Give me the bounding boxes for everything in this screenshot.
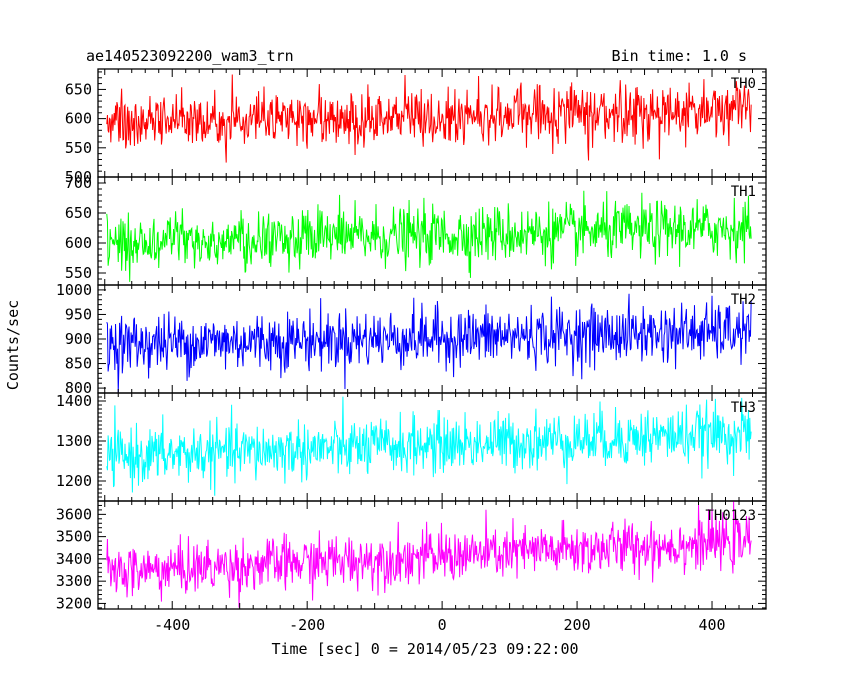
panel-label-th2: TH2 [731,292,756,308]
series-line-th2 [106,293,752,393]
panel-frame [97,500,767,610]
panel-th0: 500 550 600 650 TH0 [65,68,767,186]
y-tick-label: 3500 [56,528,92,546]
panel-th0123: 3200 3300 3400 3500 3600 TH0123 [56,500,767,612]
y-tick-label: 1300 [56,432,92,450]
x-tick-label: 0 [438,616,447,634]
figure-title: ae140523092200_wam3_trn [86,47,294,65]
y-tick-label: 850 [65,355,92,373]
series-line-th1 [106,190,752,282]
panel-th2: 800 850 900 950 1000 TH2 [56,281,767,397]
y-tick-label: 550 [65,264,92,282]
y-tick-label: 800 [65,379,92,397]
y-tick-label: 1400 [56,392,92,410]
y-tick-label: 1000 [56,281,92,299]
panels-group: 500 550 600 650 TH0 550 600 650 700 TH1 800 850 900 9… [56,68,767,612]
series-line-th3 [106,396,752,496]
y-tick-label: 650 [65,80,92,98]
y-tick-label: 3600 [56,505,92,523]
y-tick-label: 3300 [56,572,92,590]
panel-th3: 1200 1300 1400 TH3 [56,392,767,502]
x-tick-label: -200 [289,616,325,634]
panel-label-th0: TH0 [731,76,756,92]
x-tick-label: 200 [564,616,591,634]
y-tick-label: 650 [65,204,92,222]
panel-label-th3: TH3 [731,400,756,416]
y-tick-label: 700 [65,174,92,192]
y-tick-label: 600 [65,234,92,252]
bin-time-label: Bin time: 1.0 s [612,47,747,65]
y-tick-label: 600 [65,110,92,128]
x-tick-label: 400 [698,616,725,634]
x-axis-title: Time [sec] 0 = 2014/05/23 09:22:00 [271,640,578,658]
y-axis-title: Counts/sec [4,300,22,390]
x-axis: -400 -200 0 200 400 [154,616,725,634]
panel-label-th1: TH1 [731,184,756,200]
panel-label-th0123: TH0123 [705,508,756,524]
y-tick-label: 950 [65,305,92,323]
panel-th1: 550 600 650 700 TH1 [65,174,767,286]
y-tick-label: 1200 [56,472,92,490]
x-tick-label: -400 [154,616,190,634]
series-line-th0123 [106,501,752,608]
y-tick-label: 900 [65,330,92,348]
y-tick-label: 3200 [56,594,92,612]
y-tick-label: 500 [65,168,92,186]
series-line-th0 [106,74,752,163]
y-tick-label: 3400 [56,550,92,568]
y-tick-label: 550 [65,139,92,157]
